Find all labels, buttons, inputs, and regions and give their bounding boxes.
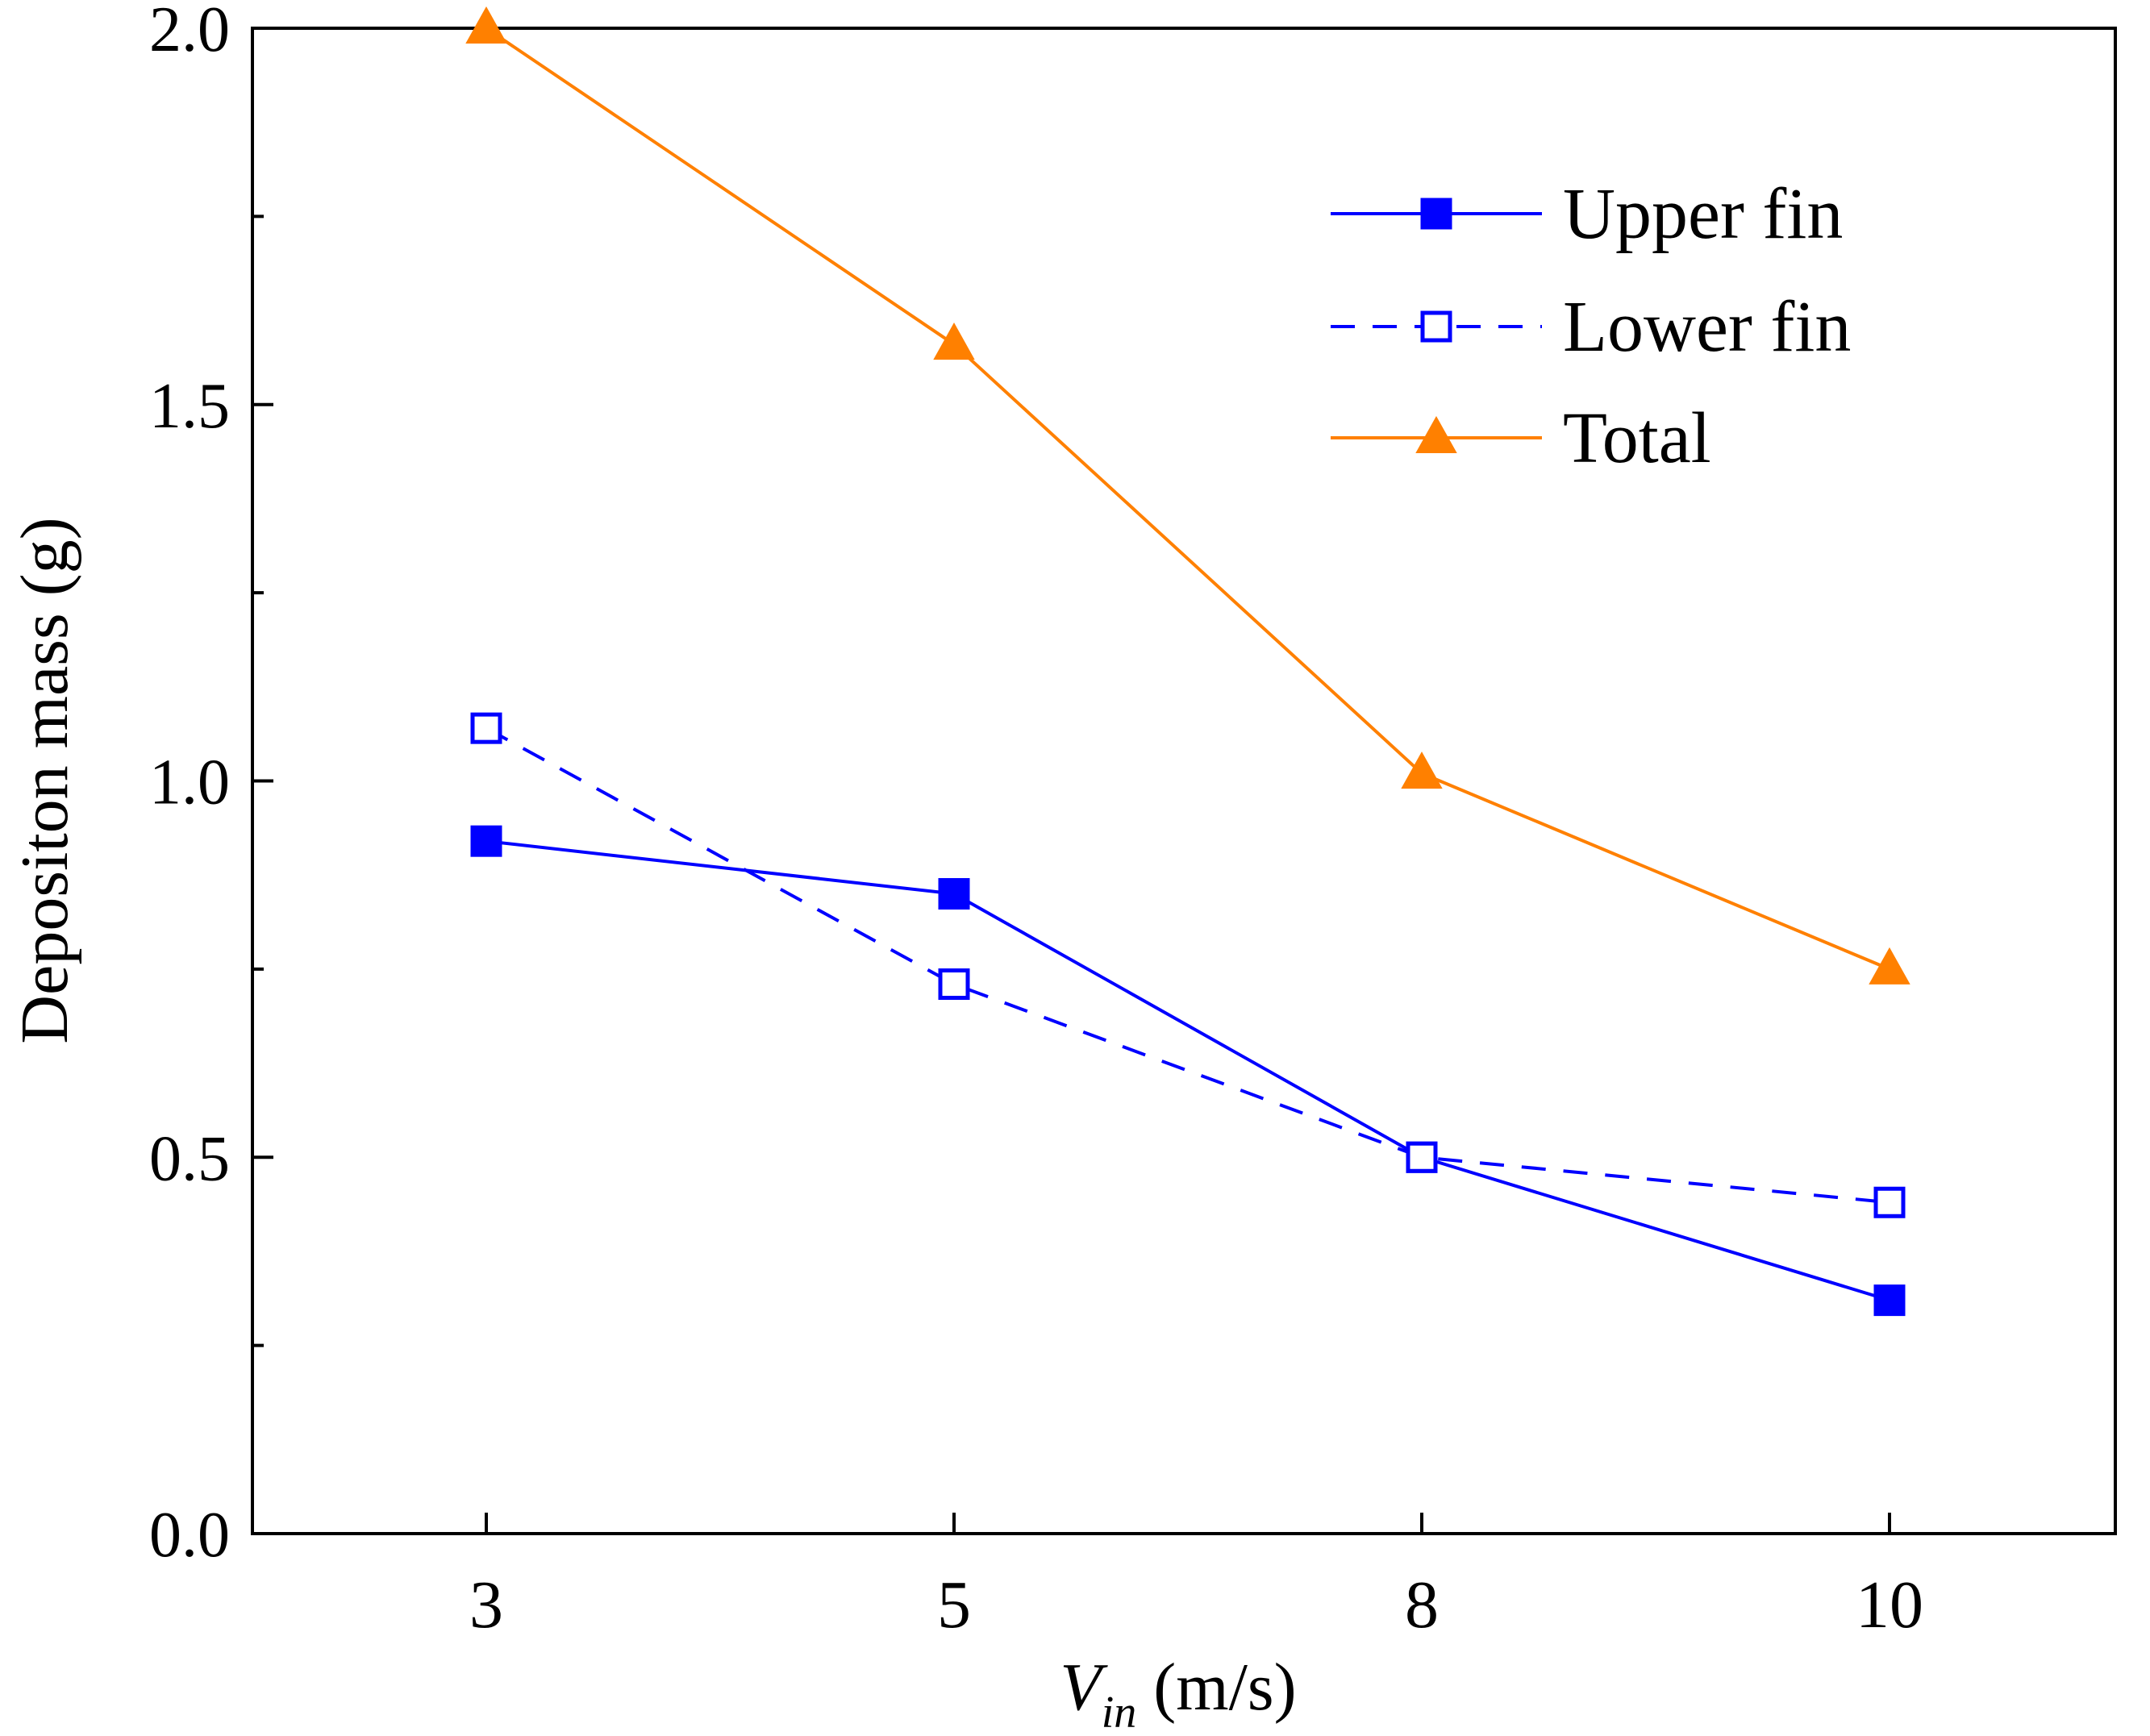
x-axis-label-subscript: in [1102,1688,1137,1736]
series-line [485,839,1890,1302]
legend-label: Total [1563,398,1711,478]
series-lower-fin [470,712,1906,1218]
legend-item: Total [1331,398,1711,478]
y-axis: 0.0 0.5 1.0 1.5 2.0 [149,0,273,1571]
data-point [465,6,507,44]
legend-item: Lower fin [1331,287,1851,367]
x-tick-label: 5 [937,1567,971,1642]
data-point [938,878,970,910]
y-tick-label: 0.5 [149,1123,230,1194]
series-layer [465,6,1910,1317]
x-tick-label: 3 [469,1567,503,1642]
data-point [1869,947,1910,985]
series-upper-fin [470,825,1906,1317]
plot-frame [251,27,2117,1535]
data-point [1873,1186,1906,1218]
data-point [933,323,975,360]
y-axis-label: Depositon mass (g) [7,517,82,1043]
y-tick-label: 2.0 [149,0,230,65]
legend-item: Upper fin [1331,174,1843,254]
data-point [1873,1284,1906,1317]
x-axis-label-var: V [1060,1650,1108,1725]
x-tick-label: 8 [1405,1567,1439,1642]
y-tick-label: 0.0 [149,1500,230,1571]
x-axis: 3 5 8 10 [469,1513,1923,1642]
legend-label: Lower fin [1563,287,1851,367]
x-tick-label: 10 [1856,1567,1923,1642]
data-point [938,968,970,1001]
data-point [1401,751,1443,789]
data-point [470,825,502,857]
legend-marker [1420,198,1452,230]
x-axis-label: Vin (m/s) [1060,1650,1296,1736]
y-tick-label: 1.0 [149,747,230,818]
series-line [485,27,1890,971]
legend-label: Upper fin [1563,174,1843,254]
x-axis-label-unit: (m/s) [1136,1650,1296,1725]
legend-marker [1415,415,1457,453]
data-point [1406,1141,1438,1173]
y-tick-label: 1.5 [149,371,230,442]
series-line [485,726,1890,1205]
legend: Upper fin Lower fin Total [1331,174,1851,478]
legend-marker [1420,310,1452,343]
data-point [470,712,502,744]
series-total [465,6,1910,985]
